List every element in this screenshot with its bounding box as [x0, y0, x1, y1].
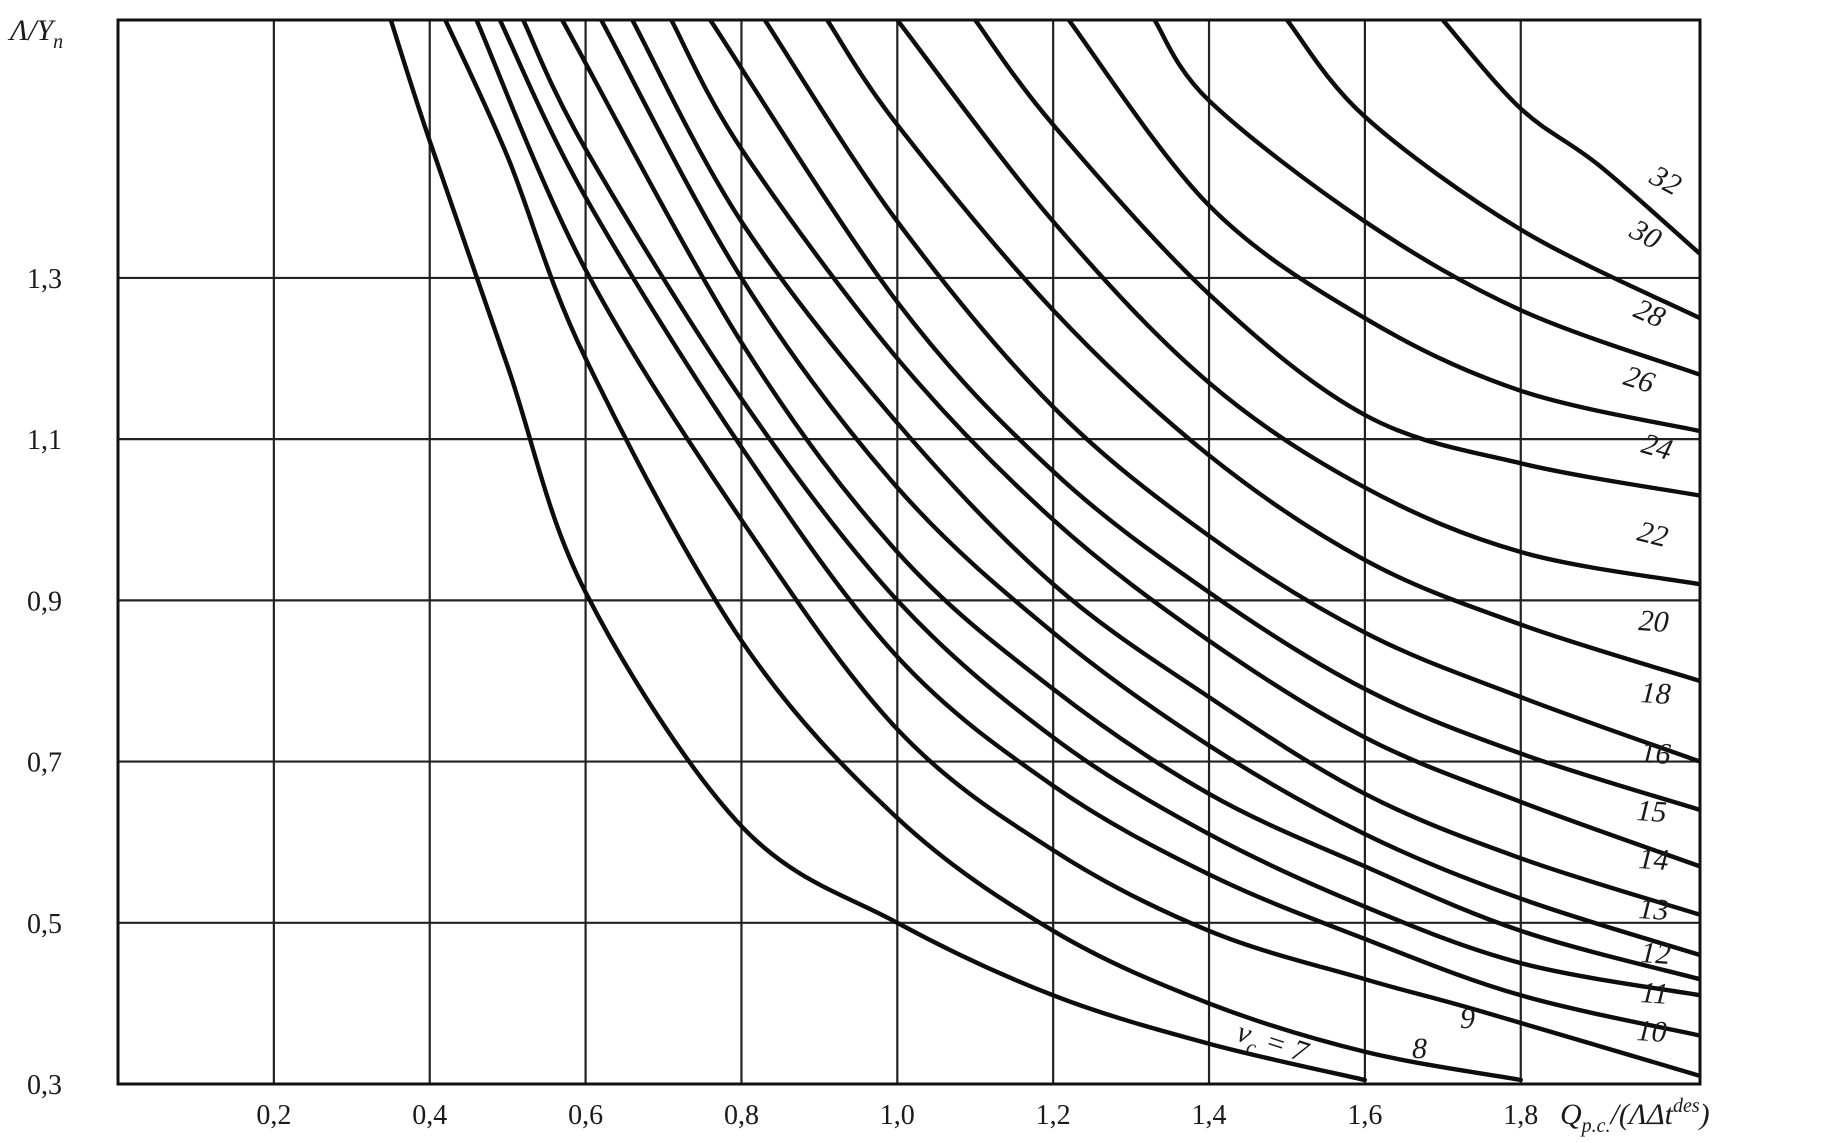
curve-nu-22 [895, 20, 1700, 587]
y-tick-label: 1,3 [27, 264, 62, 295]
curve-nu-7 [388, 20, 1368, 1083]
curve-nu-15 [669, 20, 1700, 869]
curve-nu-20 [825, 20, 1700, 684]
curve-nu-24 [973, 20, 1700, 498]
y-axis-label: Λ/Yn [7, 14, 63, 53]
curve-nu-30 [1284, 20, 1700, 321]
grid-lines [118, 20, 1700, 1084]
y-tick-label: 0,9 [27, 586, 62, 617]
curve-label-nu-10: 10 [1636, 1014, 1668, 1049]
curve-nu-18 [762, 20, 1700, 764]
curve-nu-26 [1066, 20, 1700, 434]
curve-nu-28 [1152, 20, 1700, 377]
curve-label-nu-22: 22 [1634, 515, 1671, 554]
x-tick-label: 0,2 [256, 1100, 291, 1131]
plot-frame [116, 18, 1702, 1086]
curve-label-nu-26: 26 [1620, 359, 1659, 400]
y-tick-label: 0,7 [27, 748, 62, 779]
curve-nu-16 [708, 20, 1700, 813]
curve-label-nu-11: 11 [1640, 976, 1670, 1011]
x-tick-label: 1,8 [1503, 1100, 1538, 1131]
curve-label-nu-8: 8 [1412, 1032, 1427, 1065]
y-tick-label: 1,1 [27, 425, 62, 456]
curve-nu-10 [497, 20, 1700, 1038]
x-tick-label: 0,4 [412, 1100, 447, 1131]
x-tick-label: 1,0 [880, 1100, 915, 1131]
curve-label-nu-14: 14 [1638, 842, 1670, 877]
curve-label-nu-9: 9 [1460, 1002, 1475, 1035]
curve-label-nu-7: νc = 7 [1231, 1015, 1314, 1075]
curve-nu-14 [630, 20, 1700, 917]
curve-label-nu-16: 16 [1640, 736, 1672, 771]
curve-label-nu-24: 24 [1638, 427, 1676, 467]
curve-nu-8 [443, 20, 1523, 1083]
x-tick-label: 0,6 [568, 1100, 603, 1131]
curve-label-nu-18: 18 [1640, 676, 1672, 711]
curve-nu-12 [560, 20, 1700, 982]
x-tick-label: 1,2 [1036, 1100, 1071, 1131]
curve-label-nu-15: 15 [1636, 794, 1668, 829]
curve-label-nu-12: 12 [1640, 936, 1672, 971]
tick-labels: 0,2 0,4 0,6 0,8 1,0 1,2 1,4 1,6 1,8 0,3 0,5 0,7 0,9 1… [27, 264, 1538, 1131]
curve-label-nu-20: 20 [1638, 604, 1670, 639]
x-tick-label: 1,4 [1192, 1100, 1227, 1131]
y-tick-label: 0,5 [27, 909, 62, 940]
x-tick-label: 0,8 [724, 1100, 759, 1131]
x-tick-label: 1,6 [1347, 1100, 1382, 1131]
y-tick-label: 0,3 [27, 1070, 62, 1101]
curve-series [388, 20, 1700, 1083]
curve-nu-9 [474, 20, 1700, 1079]
curve-label-nu-13: 13 [1638, 892, 1670, 927]
curve-nu-11 [521, 20, 1700, 998]
x-axis-label: Qp.c./(ΛΔtdes) [1560, 1095, 1710, 1137]
curve-nu-32 [1440, 20, 1700, 256]
curve-label-nu-28: 28 [1629, 292, 1670, 334]
curve-nu-13 [599, 20, 1700, 958]
curve-label-nu-32: 32 [1644, 159, 1687, 203]
